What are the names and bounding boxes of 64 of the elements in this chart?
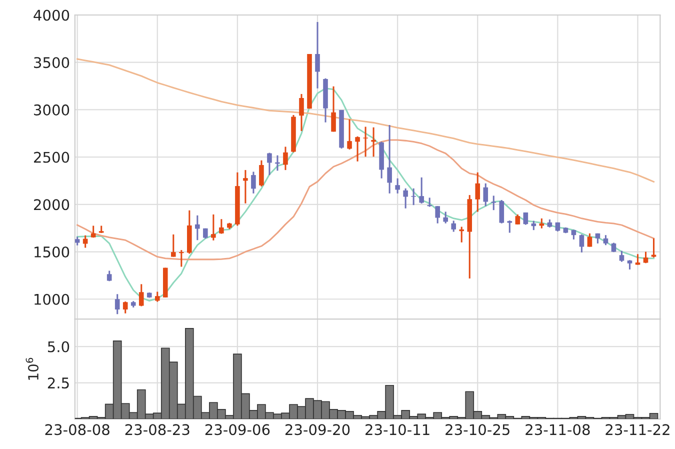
candlestick — [651, 238, 656, 258]
candlestick — [395, 178, 400, 194]
x-tick-label: 23-09-20 — [285, 424, 350, 436]
candlestick — [331, 86, 336, 132]
candlestick — [283, 146, 288, 171]
y-tick-label: 4000 — [34, 10, 70, 21]
candlestick — [138, 283, 144, 307]
candlestick — [355, 136, 360, 162]
y-tick-label: 2000 — [34, 199, 70, 210]
y-tick-label: 2.5 — [48, 377, 69, 389]
x-tick-label: 23-10-25 — [446, 424, 510, 436]
candlestick — [419, 176, 424, 204]
candlestick — [483, 182, 488, 207]
line-series — [76, 139, 655, 260]
candlestick — [387, 124, 392, 194]
y-tick-label: 1500 — [34, 246, 70, 258]
y-axis-title: 10$^{6}$ — [26, 358, 39, 380]
candlestick — [579, 234, 584, 254]
candlestick — [122, 300, 128, 314]
candlestick — [427, 196, 432, 208]
candlestick — [114, 293, 120, 315]
candlestick — [211, 214, 216, 242]
candlestick — [571, 228, 576, 240]
candlestick — [507, 220, 512, 234]
candlestick — [299, 93, 304, 132]
candlestick — [403, 188, 408, 210]
candlestick — [170, 234, 176, 258]
x-tick-label: 23-08-23 — [125, 424, 190, 436]
candlestick — [267, 152, 272, 176]
candlestick — [154, 290, 160, 303]
candlestick — [587, 232, 592, 248]
candlestick — [251, 170, 256, 194]
candlestick — [523, 212, 528, 226]
candlestick — [259, 160, 264, 188]
candlestick — [371, 126, 376, 158]
candlestick — [619, 250, 624, 263]
x-tick-label: 23-11-08 — [526, 424, 590, 436]
candlestick — [243, 169, 248, 204]
y-tick-label: 2500 — [34, 152, 70, 163]
y-tick-label: 1000 — [34, 294, 70, 305]
candlestick — [315, 21, 320, 90]
candlestick — [347, 118, 352, 150]
candlestick — [219, 218, 224, 235]
candlestick — [179, 249, 184, 268]
candlestick — [435, 205, 440, 224]
candlestick — [499, 199, 504, 224]
candlestick — [443, 210, 448, 224]
candlestick — [195, 214, 200, 241]
x-tick-label: 23-11-22 — [606, 424, 670, 436]
candlestick — [459, 226, 464, 244]
candlestick — [627, 259, 632, 270]
line-series — [76, 58, 655, 183]
x-tick-label: 23-10-11 — [366, 424, 430, 436]
y-tick-label: 3000 — [34, 104, 70, 116]
y-tick-label: 3500 — [34, 57, 70, 68]
candlestick — [451, 220, 456, 233]
x-tick-label: 23-09-06 — [205, 424, 270, 436]
x-tick-label: 23-08-08 — [45, 424, 110, 436]
y-tick-label: 5.0 — [48, 341, 70, 352]
candlestick — [363, 126, 368, 158]
candlestick — [491, 194, 496, 211]
candlestick — [475, 172, 480, 213]
candlestick — [515, 214, 520, 226]
candlestick — [603, 234, 608, 246]
